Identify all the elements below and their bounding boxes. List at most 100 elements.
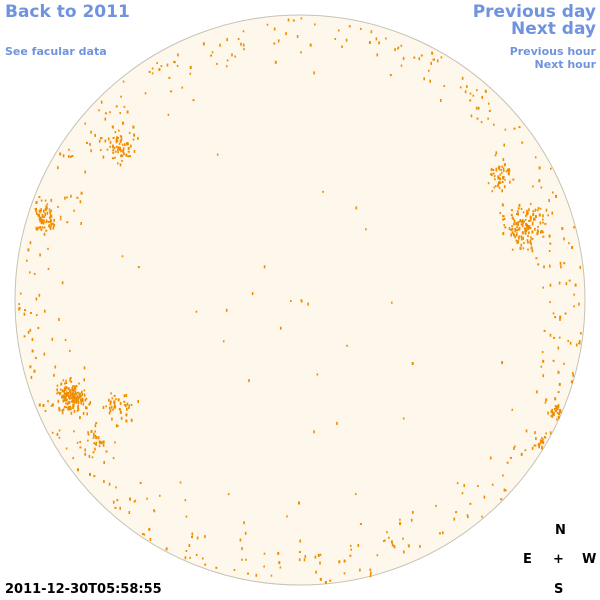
facula-spot — [125, 419, 128, 423]
facula-spot — [402, 56, 405, 60]
facula-spot — [513, 233, 515, 237]
facula-spot — [118, 408, 121, 410]
facula-spot — [535, 215, 537, 218]
facula-spot — [40, 221, 43, 225]
facula-spot — [219, 43, 221, 47]
facula-spot — [528, 208, 530, 212]
facula-spot — [518, 204, 520, 207]
facula-spot — [130, 144, 132, 148]
back-to-2011-link[interactable]: Back to 2011 — [5, 2, 130, 22]
facula-spot — [77, 397, 80, 401]
facula-spot — [234, 55, 236, 58]
facula-spot — [369, 574, 372, 578]
facula-spot — [531, 223, 534, 226]
facula-spot — [314, 23, 316, 26]
facula-spot — [504, 178, 506, 181]
facula-spot — [338, 29, 340, 32]
facula-spot — [63, 390, 65, 393]
facula-spot — [534, 227, 536, 231]
facula-spot — [65, 386, 68, 390]
facula-spot — [72, 397, 74, 400]
facula-spot — [521, 224, 524, 228]
facula-spot — [391, 543, 394, 547]
facula-spot — [557, 370, 560, 374]
facula-spot — [173, 60, 175, 63]
previous-hour-link[interactable]: Previous hour — [509, 45, 596, 58]
facula-spot — [35, 201, 38, 204]
facula-spot — [77, 400, 80, 404]
facula-spot — [322, 190, 324, 193]
see-facular-data-link[interactable]: See facular data — [5, 45, 107, 58]
facula-spot — [121, 143, 124, 146]
facula-spot — [237, 38, 240, 40]
facula-spot — [23, 312, 26, 316]
facula-spot — [94, 424, 97, 428]
facula-spot — [563, 262, 566, 265]
facula-spot — [399, 522, 401, 526]
facula-spot — [484, 89, 487, 93]
facula-spot — [459, 86, 462, 89]
facula-spot — [108, 482, 111, 486]
facula-spot — [128, 131, 131, 134]
facula-spot — [53, 223, 56, 227]
facula-spot — [549, 283, 552, 287]
facula-spot — [115, 138, 118, 142]
facula-spot — [524, 218, 527, 221]
facula-spot — [503, 176, 505, 178]
facula-spot — [112, 149, 115, 152]
facula-spot — [538, 213, 541, 217]
facula-spot — [341, 45, 343, 48]
facula-spot — [50, 214, 53, 218]
facula-spot — [115, 145, 118, 148]
next-day-link[interactable]: Next day — [511, 19, 596, 39]
facula-spot — [418, 57, 421, 61]
facula-spot — [343, 572, 346, 575]
facula-spot — [69, 377, 72, 380]
facula-spot — [92, 436, 95, 439]
facula-spot — [117, 148, 119, 152]
facula-spot — [113, 402, 116, 406]
facula-spot — [357, 544, 360, 547]
facula-spot — [109, 140, 112, 144]
facula-spot — [44, 309, 46, 313]
facula-spot — [515, 239, 518, 242]
facula-spot — [517, 207, 520, 210]
facula-spot — [62, 379, 65, 382]
facula-spot — [536, 232, 539, 236]
facula-spot — [38, 293, 41, 297]
facula-spot — [153, 510, 156, 513]
facula-spot — [59, 152, 62, 156]
facula-spot — [383, 540, 385, 543]
facula-spot — [109, 400, 112, 404]
facula-spot — [520, 207, 523, 210]
facula-spot — [104, 139, 107, 143]
facula-spot — [553, 336, 556, 339]
facula-spot — [550, 167, 552, 170]
facula-spot — [49, 227, 52, 231]
facula-spot — [522, 236, 524, 240]
facula-spot — [477, 106, 480, 110]
facula-spot — [123, 400, 126, 403]
facula-spot — [533, 217, 535, 221]
facula-spot — [37, 213, 40, 217]
facula-spot — [319, 561, 321, 565]
facula-spot — [233, 569, 236, 571]
facula-spot — [114, 506, 117, 509]
facula-spot — [266, 23, 269, 26]
facula-spot — [73, 385, 76, 389]
facula-spot — [510, 229, 513, 231]
facula-spot — [120, 135, 123, 138]
facula-spot — [72, 404, 75, 407]
compass-center-icon: + — [553, 552, 564, 567]
facula-spot — [527, 228, 530, 231]
next-hour-link[interactable]: Next hour — [534, 58, 597, 71]
facula-spot — [191, 532, 194, 536]
facula-spot — [51, 403, 54, 407]
facula-spot — [156, 62, 158, 65]
facula-spot — [37, 327, 40, 329]
facula-spot — [531, 230, 534, 234]
previous-day-link[interactable]: Previous day — [472, 2, 596, 22]
facula-spot — [502, 177, 504, 180]
facula-spot — [168, 76, 171, 79]
facula-spot — [563, 362, 565, 365]
